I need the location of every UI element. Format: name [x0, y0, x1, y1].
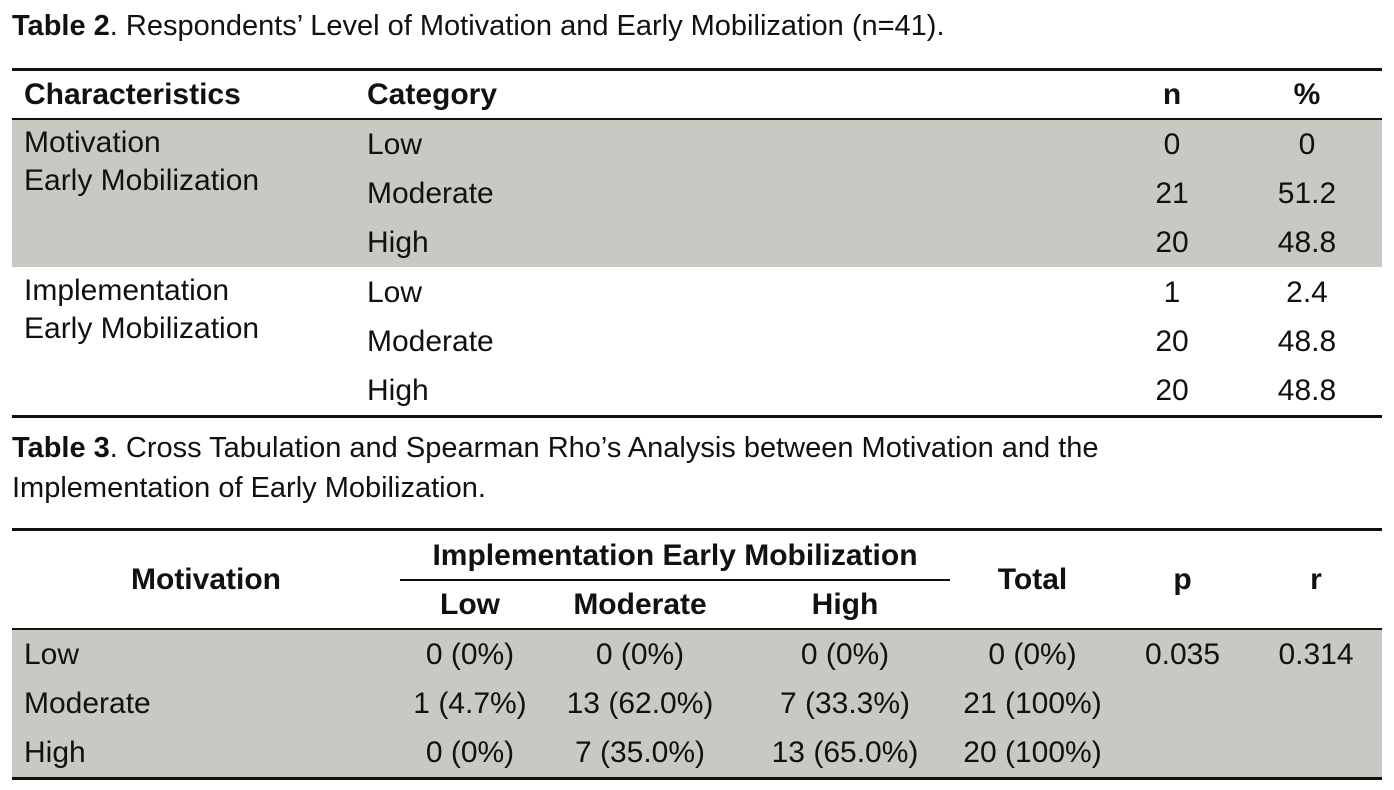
implementation-underline	[400, 579, 950, 581]
r-cell: 0.314	[1250, 629, 1382, 679]
n-cell: 21	[1112, 169, 1232, 218]
category-cell: Moderate	[367, 324, 494, 358]
low-cell: 0 (0%)	[400, 728, 540, 779]
group-label-line: Early Mobilization	[24, 164, 260, 197]
table3-header-moderate: Moderate	[540, 581, 740, 630]
table-row: Low 0 (0%) 0 (0%) 0 (0%) 0 (0%) 0.035 0.…	[12, 629, 1382, 679]
table2-caption: Table 2. Respondents’ Level of Motivatio…	[12, 6, 1382, 46]
high-cell: 13 (65.0%)	[740, 728, 950, 779]
high-cell: 7 (33.3%)	[740, 679, 950, 728]
r-cell	[1250, 728, 1382, 779]
moderate-cell: 0 (0%)	[540, 629, 740, 679]
high-cell: 0 (0%)	[740, 629, 950, 679]
r-cell	[1250, 679, 1382, 728]
table2-header-percent: %	[1232, 69, 1382, 120]
percent-cell: 48.8	[1232, 218, 1382, 268]
table2-group-label: Motivation Early Mobilization	[12, 119, 367, 268]
n-cell: 20	[1155, 324, 1189, 358]
percent-cell: 51.2	[1232, 169, 1382, 218]
table3: Motivation Implementation Early Mobiliza…	[12, 528, 1382, 780]
table3-header-low: Low	[400, 581, 540, 630]
category-cell: Low	[367, 119, 1112, 169]
table3-header-implementation: Implementation Early Mobilization	[400, 530, 950, 581]
table3-header-total: Total	[950, 529, 1115, 630]
implementation-header-text: Implementation Early Mobilization	[432, 539, 918, 572]
n-cell: 20	[1112, 218, 1232, 268]
table-row: Implementation Early Mobilization Low 1 …	[12, 267, 1382, 417]
group-label-line: Implementation	[24, 274, 230, 307]
group-label-line: Motivation	[24, 126, 161, 159]
table-row: High 20 48.8	[12, 366, 1382, 417]
category-cell: High	[367, 218, 1112, 268]
low-cell: 1 (4.7%)	[400, 679, 540, 728]
table3-caption-text-line2: Implementation of Early Mobilization.	[12, 472, 486, 504]
table2-header-n: n	[1112, 69, 1232, 120]
table2-caption-text: . Respondents’ Level of Motivation and E…	[109, 10, 945, 42]
table3-header-p: p	[1115, 529, 1250, 630]
table3-header-high: High	[740, 581, 950, 630]
category-cell: High	[367, 373, 429, 407]
moderate-cell: 13 (62.0%)	[540, 679, 740, 728]
total-cell: 20 (100%)	[950, 728, 1115, 779]
table3-caption-text: . Cross Tabulation and Spearman Rho’s An…	[109, 432, 1099, 464]
motivation-level-cell: High	[12, 728, 400, 779]
table-row: Moderate 21 51.2	[12, 169, 1382, 218]
table-row: Moderate 1 (4.7%) 13 (62.0%) 7 (33.3%) 2…	[12, 679, 1382, 728]
table-row: High 20 48.8	[12, 218, 1382, 268]
low-cell: 0 (0%)	[400, 629, 540, 679]
table3-caption: Table 3. Cross Tabulation and Spearman R…	[12, 428, 1382, 508]
total-cell: 0 (0%)	[950, 629, 1115, 679]
table3-header-row-2: Low Moderate High	[12, 581, 1382, 630]
p-cell: 0.035	[1115, 629, 1250, 679]
motivation-level-cell: Low	[12, 629, 400, 679]
motivation-level-cell: Moderate	[12, 679, 400, 728]
table-row: Motivation Early Mobilization Low 0 0	[12, 119, 1382, 268]
table2-header-category: Category	[367, 69, 1112, 120]
table3-header-motivation: Motivation	[12, 529, 400, 630]
table2-caption-label: Table 2	[12, 10, 110, 42]
table2: Characteristics Category n % Motivation …	[12, 68, 1382, 418]
percent-cell: 48.8	[1277, 324, 1337, 358]
table2-group-label: Implementation Early Mobilization	[12, 267, 367, 417]
n-cell: 1	[1112, 267, 1232, 317]
table-row: Moderate 20 48.8	[12, 317, 1382, 366]
percent-cell: 0	[1232, 119, 1382, 169]
total-cell: 21 (100%)	[950, 679, 1115, 728]
table2-header-characteristics: Characteristics	[12, 69, 367, 120]
moderate-cell: 7 (35.0%)	[540, 728, 740, 779]
category-cell: Low	[367, 267, 1112, 317]
n-cell: 20	[1155, 373, 1189, 407]
group-label-line: Early Mobilization	[24, 312, 260, 345]
percent-cell: 48.8	[1277, 373, 1337, 407]
table3-caption-label: Table 3	[12, 432, 110, 464]
p-cell	[1115, 679, 1250, 728]
p-cell	[1115, 728, 1250, 779]
percent-cell: 2.4	[1232, 267, 1382, 317]
table2-header-row: Characteristics Category n %	[12, 69, 1382, 120]
table-row: High 0 (0%) 7 (35.0%) 13 (65.0%) 20 (100…	[12, 728, 1382, 779]
table3-header-r: r	[1250, 529, 1382, 630]
category-cell: Moderate	[367, 169, 1112, 218]
n-cell: 0	[1112, 119, 1232, 169]
table3-header-row-1: Motivation Implementation Early Mobiliza…	[12, 529, 1382, 630]
